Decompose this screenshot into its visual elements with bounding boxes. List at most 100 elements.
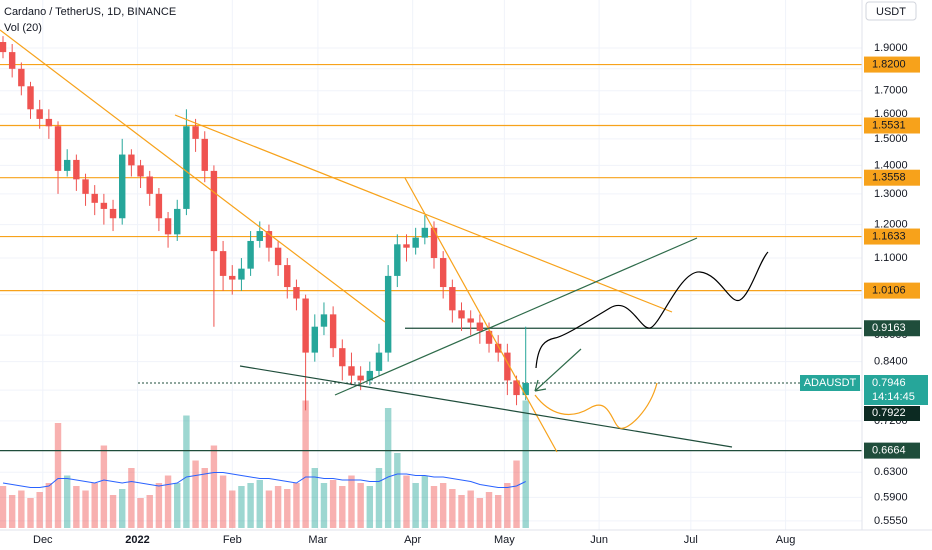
price-label: 1.0106 <box>872 285 906 297</box>
volume-bar <box>36 492 43 528</box>
price-label-box <box>864 169 920 186</box>
candle-body <box>449 287 456 311</box>
price-label: 0.6664 <box>872 445 906 457</box>
volume-bar <box>18 490 25 528</box>
volume-bar <box>375 468 383 528</box>
candle-body <box>265 231 273 248</box>
candle-body <box>274 247 282 266</box>
volume-bar <box>403 475 410 528</box>
candle-body <box>504 352 511 381</box>
candle-body <box>164 218 172 235</box>
volume-bar <box>155 483 163 528</box>
volume-bar <box>192 460 199 528</box>
candle-body <box>183 126 190 209</box>
candle-body <box>522 383 529 396</box>
candle-body <box>421 227 429 238</box>
volume-bar <box>247 483 254 528</box>
price-label: 0.9163 <box>872 322 906 334</box>
projection-path <box>535 251 769 369</box>
x-tick-label: Mar <box>308 534 327 546</box>
volume-bar <box>357 483 364 528</box>
volume-bar <box>522 400 529 528</box>
y-tick-label: 0.5900 <box>874 491 908 503</box>
price-label-box <box>864 117 920 134</box>
price-label-box <box>864 228 920 245</box>
prev-close-label: 0.7922 <box>872 407 906 419</box>
candle-body <box>27 86 34 110</box>
price-label-box <box>864 282 920 299</box>
last-price-label: 0.7946 <box>872 377 906 389</box>
volume-pane <box>0 400 529 528</box>
volume-bar <box>421 475 429 528</box>
levels <box>0 63 862 452</box>
candle-body <box>348 366 355 376</box>
volume-bar <box>119 489 126 528</box>
volume-bar <box>329 480 337 528</box>
candle-body <box>119 154 126 219</box>
candle-body <box>238 268 245 280</box>
volume-bar <box>320 483 328 528</box>
candle-body <box>54 126 62 171</box>
volume-bar <box>219 475 227 528</box>
price-label: 1.8200 <box>872 58 906 70</box>
price-label: 1.5531 <box>872 119 906 131</box>
volume-bar <box>494 495 502 528</box>
trendline <box>174 114 673 313</box>
volume-bar <box>109 495 117 528</box>
last-price-box <box>864 375 928 406</box>
y-tick-label: 0.5550 <box>874 515 908 527</box>
candle-body <box>284 265 291 288</box>
candle-body <box>403 244 410 248</box>
y-tick-label: 1.2000 <box>874 219 908 231</box>
volume-bar <box>430 486 438 528</box>
candle-body <box>513 380 520 396</box>
candle-body <box>82 179 89 194</box>
candle-body <box>430 227 438 259</box>
volume-bar <box>174 483 181 528</box>
candle-body <box>458 310 465 319</box>
volume-bar <box>467 490 474 528</box>
price-label-box <box>864 56 920 73</box>
y-tick-label: 0.6300 <box>874 466 908 478</box>
price-label-box <box>864 442 920 459</box>
price-label: 1.3558 <box>872 172 906 184</box>
volume-ma <box>2 472 526 488</box>
trendline <box>0 29 386 323</box>
x-tick-label: Aug <box>776 534 796 546</box>
candle-body <box>302 298 309 353</box>
volume-bar <box>210 445 218 528</box>
candle-body <box>394 244 401 276</box>
volume-bar <box>146 495 153 528</box>
candle-body <box>137 165 144 177</box>
candle-body <box>439 258 447 288</box>
volume-bar <box>54 423 62 528</box>
candle-body <box>384 275 392 353</box>
candle-body <box>63 159 71 171</box>
candle-body <box>128 154 135 166</box>
x-tick-label: May <box>494 534 515 546</box>
volume-bar <box>311 468 318 528</box>
y-tick-label: 0.8400 <box>874 356 908 368</box>
volume-bar <box>91 483 98 528</box>
volume-bar <box>485 492 493 528</box>
volume-bar <box>137 498 144 528</box>
candle-body <box>247 240 254 269</box>
volume-bar <box>513 460 520 528</box>
candle-body <box>201 138 208 171</box>
candle-body <box>476 322 484 331</box>
volume-bar <box>439 483 447 528</box>
countdown: 14:14:45 <box>872 391 915 403</box>
candle-body <box>320 314 328 327</box>
candle-body <box>146 176 153 194</box>
volume-bar <box>229 490 236 528</box>
volume-bar <box>384 408 392 528</box>
x-tick-label: Jun <box>590 534 608 546</box>
candle-body <box>8 52 16 69</box>
volume-bar <box>0 486 7 528</box>
candle-body <box>36 109 43 119</box>
candle-body <box>174 208 181 235</box>
volume-bar <box>284 489 291 528</box>
candle-body <box>494 343 502 353</box>
projection-path <box>534 382 658 429</box>
